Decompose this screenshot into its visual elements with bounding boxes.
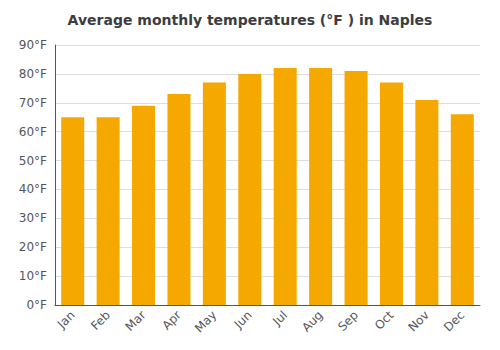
svg-text:60°F: 60°F <box>19 125 47 139</box>
svg-text:90°F: 90°F <box>19 38 47 52</box>
svg-text:Jun: Jun <box>231 308 255 332</box>
svg-text:Mar: Mar <box>123 308 149 334</box>
svg-text:Sep: Sep <box>335 308 361 334</box>
svg-text:30°F: 30°F <box>19 211 47 225</box>
svg-text:May: May <box>192 308 219 335</box>
svg-text:Jul: Jul <box>269 308 290 329</box>
svg-text:70°F: 70°F <box>19 96 47 110</box>
svg-text:40°F: 40°F <box>19 182 47 196</box>
svg-text:Feb: Feb <box>88 308 113 333</box>
svg-text:Aug: Aug <box>299 308 325 334</box>
svg-text:Dec: Dec <box>441 308 467 334</box>
svg-text:20°F: 20°F <box>19 240 47 254</box>
svg-text:Apr: Apr <box>159 308 184 333</box>
svg-text:Oct: Oct <box>372 308 397 333</box>
svg-text:Average monthly temperatures (: Average monthly temperatures (°F ) in Na… <box>68 12 433 28</box>
svg-text:0°F: 0°F <box>26 298 47 312</box>
svg-text:10°F: 10°F <box>19 269 47 283</box>
svg-text:Nov: Nov <box>405 308 431 334</box>
svg-text:Jan: Jan <box>54 308 78 332</box>
svg-text:80°F: 80°F <box>19 67 47 81</box>
svg-text:50°F: 50°F <box>19 154 47 168</box>
